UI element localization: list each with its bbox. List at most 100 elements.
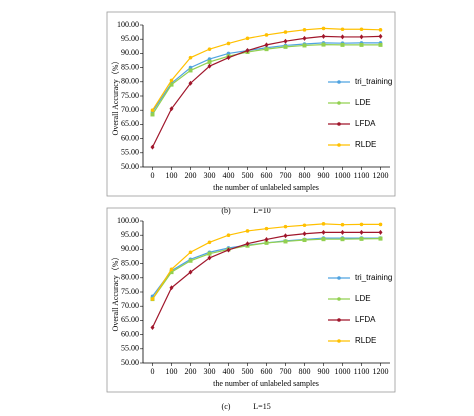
legend-label: LFDA [355,315,376,324]
point [150,144,155,150]
point [283,38,288,44]
point [264,236,269,242]
point [340,229,345,235]
point [340,42,345,47]
point [302,28,307,32]
legend-label: LDE [355,294,371,303]
point [188,250,193,255]
legend-label: tri_training [355,273,392,282]
series-line [151,35,381,148]
x-tick-label: 100 [166,171,178,180]
point [321,26,326,31]
point [321,42,326,47]
point [169,106,174,112]
y-tick-label: 85.00 [121,258,139,267]
point [283,224,288,229]
y-axis-title: Overall Accuracy（%） [111,57,120,136]
legend-marker [337,101,341,105]
y-tick-label: 75.00 [121,287,139,296]
point [188,258,193,263]
point [226,247,231,253]
series-line [151,27,381,111]
legend-marker [337,143,341,147]
legend-label: LFDA [355,119,376,128]
point [226,55,231,61]
series-line [152,238,381,300]
x-tick-label: 800 [299,171,311,180]
point [378,42,383,47]
series-line [152,42,381,112]
x-tick-label: 1100 [354,367,370,376]
point [378,33,383,39]
x-tick-label: 1000 [335,367,351,376]
x-tick-label: 500 [242,171,254,180]
point [283,44,288,49]
x-axis-title: the number of unlabeled samples [213,379,319,388]
point [226,233,231,237]
point [150,108,155,112]
x-tick-label: 0 [151,171,155,180]
legend-label: RLDE [355,140,376,149]
point [169,285,174,291]
point [283,30,288,34]
x-tick-label: 1000 [335,171,351,180]
legend-label: RLDE [355,336,376,345]
x-tick-label: 700 [280,367,292,376]
point [188,55,193,60]
y-tick-label: 80.00 [121,273,139,282]
x-tick-label: 1100 [354,171,370,180]
point [321,237,326,242]
point [245,36,250,41]
point [188,80,193,86]
point [302,35,307,41]
point [359,42,364,47]
point [359,27,364,32]
point [150,325,155,330]
figure-frame [106,11,396,197]
point [245,241,250,247]
x-tick-label: 300 [204,367,216,376]
x-tick-label: 100 [166,367,178,376]
point [359,34,364,40]
point [264,42,269,48]
point [302,231,307,237]
point [283,239,288,244]
point [302,43,307,48]
x-tick-label: 400 [223,367,235,376]
y-tick-label: 65.00 [121,119,139,128]
y-tick-label: 80.00 [121,77,139,86]
point [245,48,250,54]
y-tick-label: 70.00 [121,301,139,310]
caption: L=15 [253,402,270,411]
point [378,28,383,32]
y-axis-title: Overall Accuracy（%） [111,253,120,332]
x-tick-label: 900 [318,367,330,376]
point [150,112,155,117]
series-line [151,43,381,115]
y-tick-label: 95.00 [121,34,139,43]
x-tick-label: 600 [261,367,273,376]
point [264,33,269,37]
point [359,229,364,235]
panel-label: (c) [222,402,231,411]
point [340,27,345,32]
x-tick-label: 800 [299,367,311,376]
legend-marker [337,80,341,84]
point [264,240,269,245]
point [302,223,307,228]
point [226,41,231,46]
x-tick-label: 500 [242,367,254,376]
x-tick-label: 1200 [373,367,389,376]
point [169,78,174,83]
y-tick-label: 60.00 [121,133,139,142]
legend-marker [337,339,341,343]
series-line [151,231,381,328]
y-tick-label: 85.00 [121,62,139,71]
point [207,251,212,256]
x-tick-label: 900 [318,171,330,180]
y-tick-label: 95.00 [121,230,139,239]
point [340,237,345,242]
point [321,229,326,235]
